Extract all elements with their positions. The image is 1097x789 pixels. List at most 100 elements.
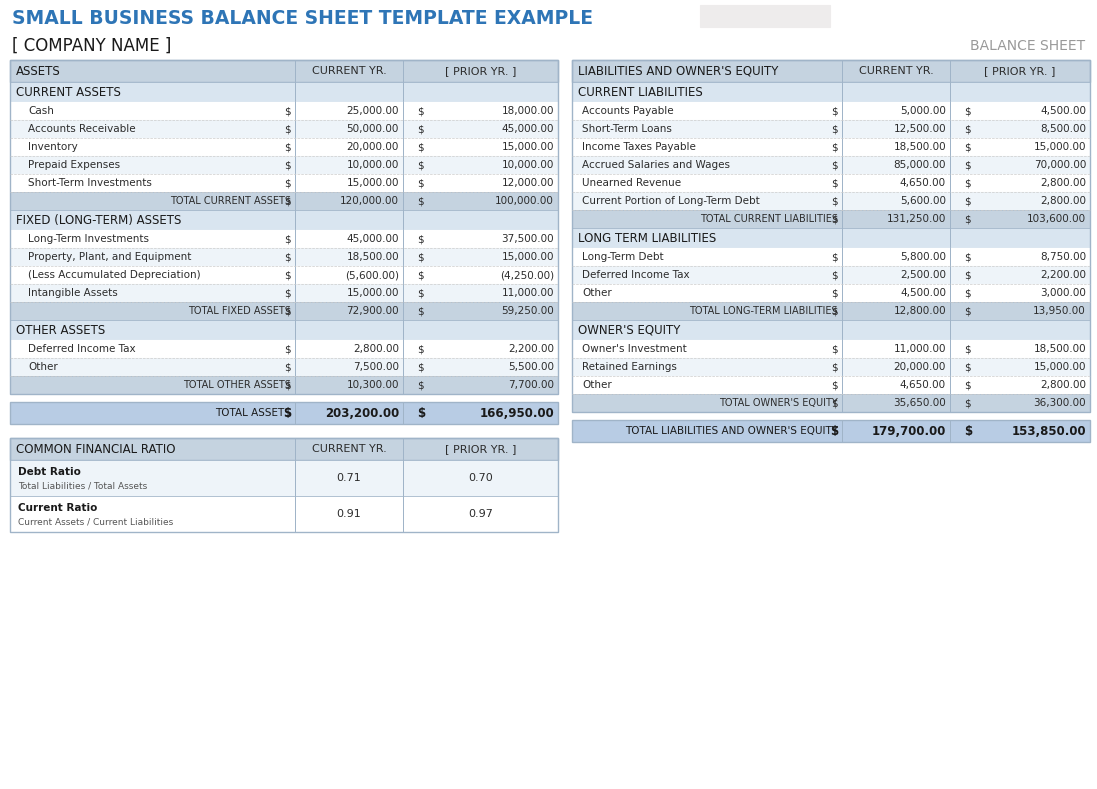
Text: OWNER'S EQUITY: OWNER'S EQUITY: [578, 323, 680, 336]
Text: (Less Accumulated Depreciation): (Less Accumulated Depreciation): [29, 270, 201, 280]
Text: 8,750.00: 8,750.00: [1040, 252, 1086, 262]
Text: 120,000.00: 120,000.00: [340, 196, 399, 206]
Text: $: $: [964, 106, 971, 116]
Text: 50,000.00: 50,000.00: [347, 124, 399, 134]
Text: $: $: [964, 178, 971, 188]
Text: [ COMPANY NAME ]: [ COMPANY NAME ]: [12, 37, 171, 55]
Text: $: $: [964, 306, 971, 316]
Text: OTHER ASSETS: OTHER ASSETS: [16, 323, 105, 336]
Bar: [572, 102, 1090, 120]
Text: $: $: [832, 398, 838, 408]
Text: 36,300.00: 36,300.00: [1033, 398, 1086, 408]
Text: 15,000.00: 15,000.00: [501, 252, 554, 262]
Bar: [572, 358, 1090, 376]
Text: $: $: [832, 288, 838, 298]
Text: 11,000.00: 11,000.00: [501, 288, 554, 298]
Text: TOTAL FIXED ASSETS: TOTAL FIXED ASSETS: [188, 306, 291, 316]
Text: 25,000.00: 25,000.00: [347, 106, 399, 116]
Text: 100,000.00: 100,000.00: [495, 196, 554, 206]
Text: 35,650.00: 35,650.00: [893, 398, 946, 408]
Text: 2,500.00: 2,500.00: [900, 270, 946, 280]
Text: [ PRIOR YR. ]: [ PRIOR YR. ]: [444, 66, 517, 76]
Text: $: $: [832, 270, 838, 280]
Text: 166,950.00: 166,950.00: [479, 406, 554, 420]
Bar: [572, 284, 1090, 302]
Text: Cash: Cash: [29, 106, 54, 116]
Text: 12,500.00: 12,500.00: [893, 124, 946, 134]
Text: $: $: [284, 270, 291, 280]
Text: 70,000.00: 70,000.00: [1033, 160, 1086, 170]
Text: $: $: [284, 362, 291, 372]
Text: 2,800.00: 2,800.00: [1040, 380, 1086, 390]
Text: $: $: [284, 124, 291, 134]
Text: Other: Other: [583, 288, 612, 298]
Text: Other: Other: [583, 380, 612, 390]
Text: 153,850.00: 153,850.00: [1011, 424, 1086, 437]
Bar: [572, 266, 1090, 284]
Text: FIXED (LONG-TERM) ASSETS: FIXED (LONG-TERM) ASSETS: [16, 214, 181, 226]
Text: Accrued Salaries and Wages: Accrued Salaries and Wages: [583, 160, 730, 170]
Text: Deferred Income Tax: Deferred Income Tax: [583, 270, 690, 280]
Text: $: $: [964, 214, 971, 224]
Text: $: $: [284, 288, 291, 298]
Text: $: $: [417, 178, 423, 188]
Text: SMALL BUSINESS BALANCE SHEET TEMPLATE EXAMPLE: SMALL BUSINESS BALANCE SHEET TEMPLATE EX…: [12, 9, 593, 28]
Text: $: $: [832, 252, 838, 262]
Bar: [572, 376, 1090, 394]
Text: 18,500.00: 18,500.00: [347, 252, 399, 262]
Text: COMMON FINANCIAL RATIO: COMMON FINANCIAL RATIO: [16, 443, 176, 455]
Text: TOTAL CURRENT LIABILITIES: TOTAL CURRENT LIABILITIES: [700, 214, 838, 224]
Bar: [10, 230, 558, 248]
Bar: [10, 438, 558, 532]
Text: 5,600.00: 5,600.00: [900, 196, 946, 206]
Text: $: $: [417, 362, 423, 372]
Bar: [572, 120, 1090, 138]
Bar: [10, 156, 558, 174]
Text: TOTAL LONG-TERM LIABILITIES: TOTAL LONG-TERM LIABILITIES: [689, 306, 838, 316]
Bar: [572, 174, 1090, 192]
Text: $: $: [284, 178, 291, 188]
Text: 5,500.00: 5,500.00: [508, 362, 554, 372]
Text: 4,500.00: 4,500.00: [900, 288, 946, 298]
Bar: [10, 302, 558, 320]
Bar: [10, 284, 558, 302]
Text: 103,600.00: 103,600.00: [1027, 214, 1086, 224]
Bar: [10, 402, 558, 424]
Text: $: $: [964, 362, 971, 372]
Text: 72,900.00: 72,900.00: [347, 306, 399, 316]
Bar: [700, 5, 830, 27]
Text: TOTAL OTHER ASSETS: TOTAL OTHER ASSETS: [183, 380, 291, 390]
Text: Accounts Payable: Accounts Payable: [583, 106, 674, 116]
Text: $: $: [284, 380, 291, 390]
Text: LIABILITIES AND OWNER'S EQUITY: LIABILITIES AND OWNER'S EQUITY: [578, 65, 779, 77]
Text: $: $: [417, 406, 426, 420]
Text: 37,500.00: 37,500.00: [501, 234, 554, 244]
Text: $: $: [284, 306, 291, 316]
Text: 203,200.00: 203,200.00: [325, 406, 399, 420]
Bar: [10, 102, 558, 120]
Text: [ PRIOR YR. ]: [ PRIOR YR. ]: [984, 66, 1055, 76]
Text: $: $: [283, 406, 291, 420]
Text: 5,800.00: 5,800.00: [900, 252, 946, 262]
Text: $: $: [417, 344, 423, 354]
Text: $: $: [832, 178, 838, 188]
Bar: [572, 302, 1090, 320]
Text: ASSETS: ASSETS: [16, 65, 60, 77]
Text: 131,250.00: 131,250.00: [886, 214, 946, 224]
Text: 10,300.00: 10,300.00: [347, 380, 399, 390]
Text: Inventory: Inventory: [29, 142, 78, 152]
Text: 0.71: 0.71: [337, 473, 361, 483]
Text: Other: Other: [29, 362, 58, 372]
Bar: [10, 460, 558, 496]
Text: 2,800.00: 2,800.00: [1040, 178, 1086, 188]
Text: $: $: [417, 270, 423, 280]
Text: BALANCE SHEET: BALANCE SHEET: [970, 39, 1085, 53]
Bar: [572, 420, 1090, 442]
Text: CURRENT LIABILITIES: CURRENT LIABILITIES: [578, 85, 703, 99]
Text: $: $: [284, 252, 291, 262]
Text: $: $: [417, 106, 423, 116]
Text: CURRENT ASSETS: CURRENT ASSETS: [16, 85, 121, 99]
Bar: [572, 228, 1090, 248]
Bar: [10, 60, 558, 394]
Text: (4,250.00): (4,250.00): [500, 270, 554, 280]
